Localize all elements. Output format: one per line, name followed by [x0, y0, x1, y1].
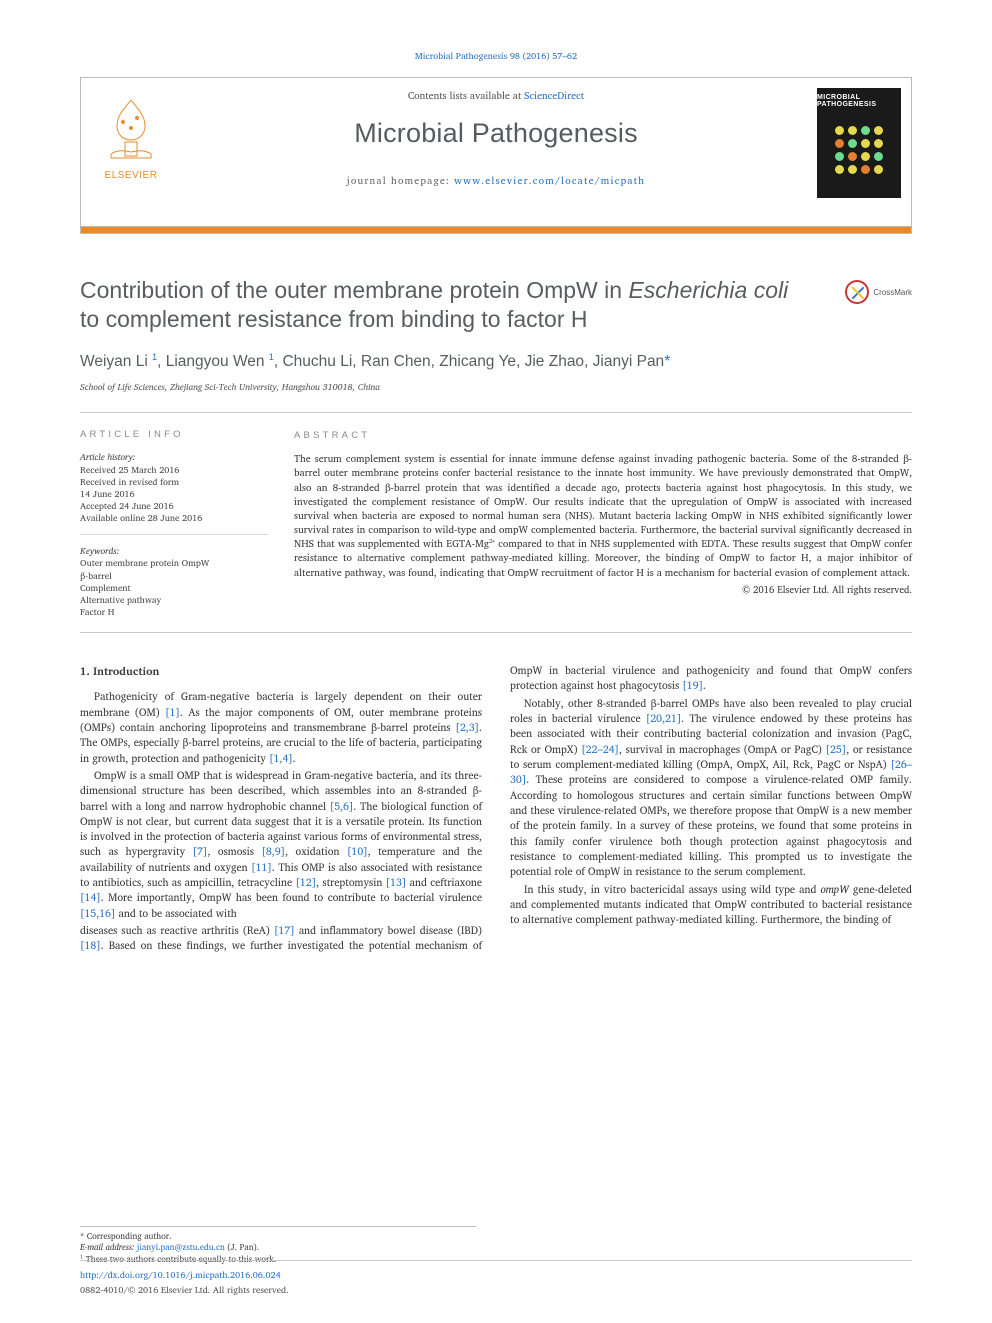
running-head: Microbial Pathogenesis 98 (2016) 57–62: [80, 48, 912, 63]
elsevier-tree-icon: [103, 96, 159, 160]
title-block: CrossMark Contribution of the outer memb…: [80, 276, 912, 394]
crossmark-icon: [845, 280, 869, 304]
paragraph: Notably, other 8-stranded β-barrel OMPs …: [510, 696, 912, 880]
article-info-head: ARTICLE INFO: [80, 429, 268, 442]
abstract-copyright: © 2016 Elsevier Ltd. All rights reserved…: [294, 584, 912, 597]
abstract-head: ABSTRACT: [294, 429, 912, 442]
rule-bottom: [80, 632, 912, 633]
homepage-label: journal homepage:: [347, 173, 454, 189]
affiliation: School of Life Sciences, Zhejiang Sci-Te…: [80, 379, 912, 394]
homepage-url[interactable]: www.elsevier.com/locate/micpath: [454, 173, 645, 189]
cover-art-icon: [831, 122, 887, 178]
doi-link[interactable]: http://dx.doi.org/10.1016/j.micpath.2016…: [80, 1267, 281, 1282]
info-abstract-row: ARTICLE INFO Article history: Received 2…: [80, 429, 912, 619]
paragraph: In this study, in vitro bactericidal ass…: [510, 882, 912, 928]
issn-line: 0882-4010/© 2016 Elsevier Ltd. All right…: [80, 1282, 289, 1297]
sciencedirect-link[interactable]: ScienceDirect: [524, 88, 584, 104]
crossmark-badge[interactable]: CrossMark: [845, 280, 912, 304]
orange-bar: [80, 227, 912, 234]
section-heading: 1. Introduction: [80, 663, 482, 679]
masthead-center: Contents lists available at ScienceDirec…: [191, 88, 801, 189]
abstract: ABSTRACT The serum complement system is …: [294, 429, 912, 619]
journal-name: Microbial Pathogenesis: [191, 118, 801, 149]
crossmark-label: CrossMark: [873, 288, 912, 297]
paragraph: Pathogenicity of Gram-negative bacteria …: [80, 689, 482, 766]
body-text: 1. Introduction Pathogenicity of Gram-ne…: [80, 663, 912, 954]
rule-top: [80, 412, 912, 413]
contents-text: Contents lists available at: [408, 88, 524, 104]
history-line: Available online 28 June 2016: [80, 512, 268, 524]
page-footer: http://dx.doi.org/10.1016/j.micpath.2016…: [80, 1260, 912, 1297]
article-info: ARTICLE INFO Article history: Received 2…: [80, 429, 268, 619]
elsevier-wordmark: ELSEVIER: [93, 170, 169, 181]
journal-cover-thumb: MICROBIAL PATHOGENESIS: [817, 88, 901, 198]
elsevier-logo: ELSEVIER: [93, 96, 169, 181]
author-list: Weiyan Li 1, Liangyou Wen 1, Chuchu Li, …: [80, 352, 912, 371]
paragraph: OmpW is a small OMP that is widespread i…: [80, 768, 482, 921]
cover-title: MICROBIAL PATHOGENESIS: [817, 94, 901, 108]
running-head-link[interactable]: Microbial Pathogenesis 98 (2016) 57–62: [415, 48, 577, 63]
masthead: ELSEVIER Contents lists available at Sci…: [80, 77, 912, 227]
article-title: Contribution of the outer membrane prote…: [80, 276, 912, 334]
keyword: Factor H: [80, 606, 268, 618]
abstract-text: The serum complement system is essential…: [294, 452, 912, 580]
journal-homepage-line: journal homepage: www.elsevier.com/locat…: [191, 173, 801, 189]
contents-available-line: Contents lists available at ScienceDirec…: [191, 88, 801, 104]
